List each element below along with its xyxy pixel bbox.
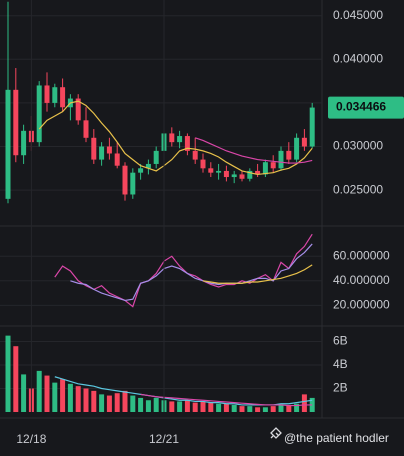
x-tick-label: 12/21 <box>149 432 179 446</box>
volume-bar <box>52 382 58 412</box>
volume-bar <box>122 390 128 412</box>
candle-body <box>36 85 42 143</box>
candle-body <box>200 159 206 169</box>
volume-bar <box>255 407 261 412</box>
indicator-line <box>202 264 313 284</box>
watermark: @the patient hodler <box>270 427 389 445</box>
candle-body <box>106 146 112 154</box>
volume-bar <box>286 404 292 412</box>
candle-body <box>145 163 151 169</box>
candle-body <box>294 137 300 160</box>
volume-bar <box>177 401 183 412</box>
y-tick-label: 0.040000 <box>333 51 383 65</box>
volume-bar <box>192 402 198 412</box>
candle-body <box>192 150 198 160</box>
volume-bar <box>270 406 276 412</box>
candle-body <box>21 130 27 156</box>
volume-bar <box>184 400 190 412</box>
volume-bar <box>114 393 120 412</box>
volume-bar <box>278 404 284 412</box>
volume-bar <box>44 375 50 412</box>
candle-body <box>5 89 11 199</box>
indicator-line <box>195 137 313 164</box>
indicator-line <box>70 243 313 302</box>
y-tick-label: 60.000000 <box>333 248 390 262</box>
candle-body <box>223 170 229 178</box>
candle-body <box>169 133 175 143</box>
volume-bar <box>153 397 159 412</box>
candle-body <box>99 146 105 160</box>
y-tick-label: 4B <box>333 357 348 371</box>
candle-body <box>309 107 315 147</box>
y-tick-label: 0.025000 <box>333 182 383 196</box>
y-tick-label: 2B <box>333 381 348 395</box>
volume-bar <box>60 379 66 412</box>
candle-body <box>153 150 159 164</box>
volume-bar <box>223 403 229 412</box>
candle-body <box>13 89 19 156</box>
candle-body <box>122 165 128 195</box>
volume-bar <box>106 395 112 412</box>
x-tick-label: 12/18 <box>16 432 46 446</box>
candle-body <box>278 150 284 169</box>
volume-bar <box>138 397 144 412</box>
volume-bar <box>216 403 222 412</box>
volume-bar <box>231 404 237 412</box>
volume-bar <box>75 386 81 412</box>
volume-bar <box>99 394 105 412</box>
y-tick-label: 0.045000 <box>333 8 383 22</box>
volume-bar <box>21 374 27 412</box>
volume-bar <box>200 401 206 412</box>
indicator-line <box>140 393 313 407</box>
volume-bar <box>5 335 11 412</box>
candle-body <box>52 87 58 103</box>
candle-body <box>83 120 89 138</box>
candle-body <box>247 170 253 179</box>
volume-bar <box>262 407 268 412</box>
candle-body <box>239 174 245 179</box>
candle-body <box>130 172 136 195</box>
volume-bar <box>239 406 245 412</box>
candle-body <box>114 153 120 166</box>
volume-bar <box>247 406 253 412</box>
watermark-text: @the patient hodler <box>284 431 389 445</box>
candle-body <box>208 168 214 173</box>
candle-body <box>216 170 222 173</box>
candle-body <box>270 162 276 169</box>
candle-body <box>286 150 292 160</box>
indicator-line <box>38 100 313 176</box>
volume-bar <box>294 403 300 412</box>
candle-body <box>75 98 81 121</box>
candle-body <box>91 137 97 160</box>
volume-bar <box>36 370 42 412</box>
y-tick-label: 0.030000 <box>333 139 383 153</box>
volume-bar <box>67 383 73 412</box>
watermark-logo <box>270 427 282 439</box>
last-price-box <box>328 96 404 119</box>
volume-bar <box>208 402 214 412</box>
candle-body <box>255 170 261 175</box>
y-tick-label: 20.000000 <box>333 298 390 312</box>
volume-bar <box>301 394 307 412</box>
y-tick-label: 6B <box>333 334 348 348</box>
candle-body <box>138 168 144 173</box>
candle-body <box>184 136 190 151</box>
y-tick-label: 40.000000 <box>333 273 390 287</box>
candle-body <box>301 137 307 147</box>
last-price-label: 0.034466 <box>336 100 386 114</box>
volume-bar <box>130 395 136 412</box>
volume-bar <box>83 388 89 412</box>
volume-bar <box>91 390 97 412</box>
volume-bar <box>169 401 175 412</box>
candle-body <box>177 136 183 143</box>
candle-body <box>231 174 237 178</box>
indicator-line <box>54 233 313 308</box>
candle-body <box>262 162 268 175</box>
candle-body <box>60 87 66 108</box>
volume-bar <box>145 400 151 412</box>
volume-bar <box>13 346 19 412</box>
candle-body <box>44 85 50 103</box>
